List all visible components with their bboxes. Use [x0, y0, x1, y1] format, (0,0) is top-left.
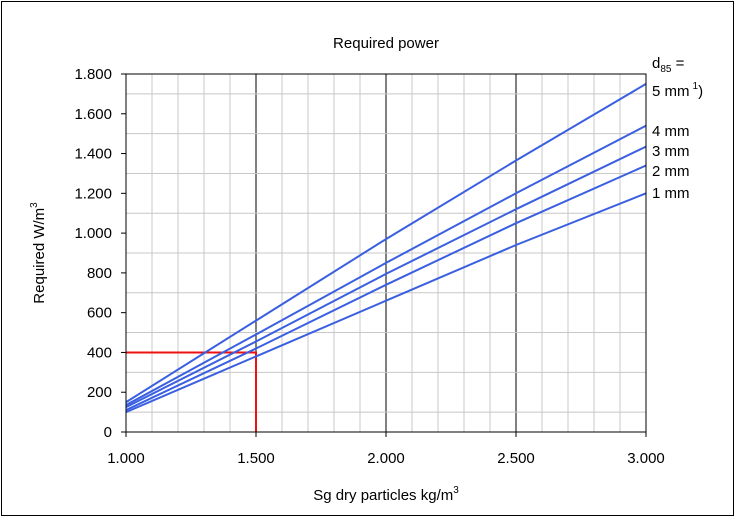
series-label-sup: 1	[693, 81, 699, 92]
series-labels: 5 mm 1) 4 mm 3 mm 2 mm 1 mm	[652, 81, 703, 202]
series-label-text: 4 mm	[652, 123, 690, 140]
series-line	[125, 192, 647, 414]
series-label-text: 1 mm	[652, 185, 690, 202]
x-tick-label: 1.000	[107, 450, 145, 467]
series-label: 1 mm	[652, 185, 690, 202]
tick-labels: 1.000 1.500 2.000 2.500 3.000 0 200 400 600 800 1.…	[74, 66, 664, 467]
x-axis-title: Sg dry particles kg/m3	[313, 485, 459, 504]
y-axis-title-text: Required W/m	[31, 208, 48, 304]
series-label-suffix: )	[698, 83, 703, 100]
series-label-text: 2 mm	[652, 163, 690, 180]
series-label-text: 3 mm	[652, 143, 690, 160]
series-label: 4 mm	[652, 123, 690, 140]
y-tick-label: 200	[87, 384, 112, 401]
legend-title-main: d	[652, 55, 660, 72]
x-axis-title-sup: 3	[453, 485, 459, 496]
series-line	[125, 145, 647, 408]
series-label: 2 mm	[652, 163, 690, 180]
series-label: 5 mm 1)	[652, 81, 703, 100]
series-line	[125, 124, 647, 406]
y-tick-label: 400	[87, 344, 112, 361]
series-label: 3 mm	[652, 143, 690, 160]
chart-title: Required power	[333, 35, 439, 52]
series-line	[125, 164, 647, 412]
legend-title: d85 =	[652, 55, 685, 75]
x-axis-title-text: Sg dry particles kg/m	[313, 487, 453, 504]
x-tick-label: 2.500	[497, 450, 535, 467]
y-tick-label: 1.200	[74, 185, 112, 202]
series-label-text: 5 mm	[652, 83, 690, 100]
reading-marker	[126, 351, 257, 432]
legend-title-suffix: =	[671, 55, 684, 72]
y-tick-label: 1.000	[74, 225, 112, 242]
y-tick-label: 800	[87, 265, 112, 282]
y-tick-label: 1.600	[74, 106, 112, 123]
y-axis-title-sup: 3	[29, 202, 40, 208]
y-axis-title: Required W/m3	[29, 202, 48, 304]
reading-marker-line	[126, 351, 257, 432]
x-tick-label: 1.500	[237, 450, 275, 467]
series-layer	[125, 83, 647, 414]
y-tick-label: 600	[87, 305, 112, 322]
x-tick-label: 2.000	[367, 450, 405, 467]
y-tick-label: 0	[104, 424, 112, 441]
y-tick-label: 1.400	[74, 146, 112, 163]
x-tick-label: 3.000	[627, 450, 665, 467]
y-tick-label: 1.800	[74, 66, 112, 83]
series-line	[125, 83, 647, 404]
legend-title-sub: 85	[660, 64, 672, 75]
